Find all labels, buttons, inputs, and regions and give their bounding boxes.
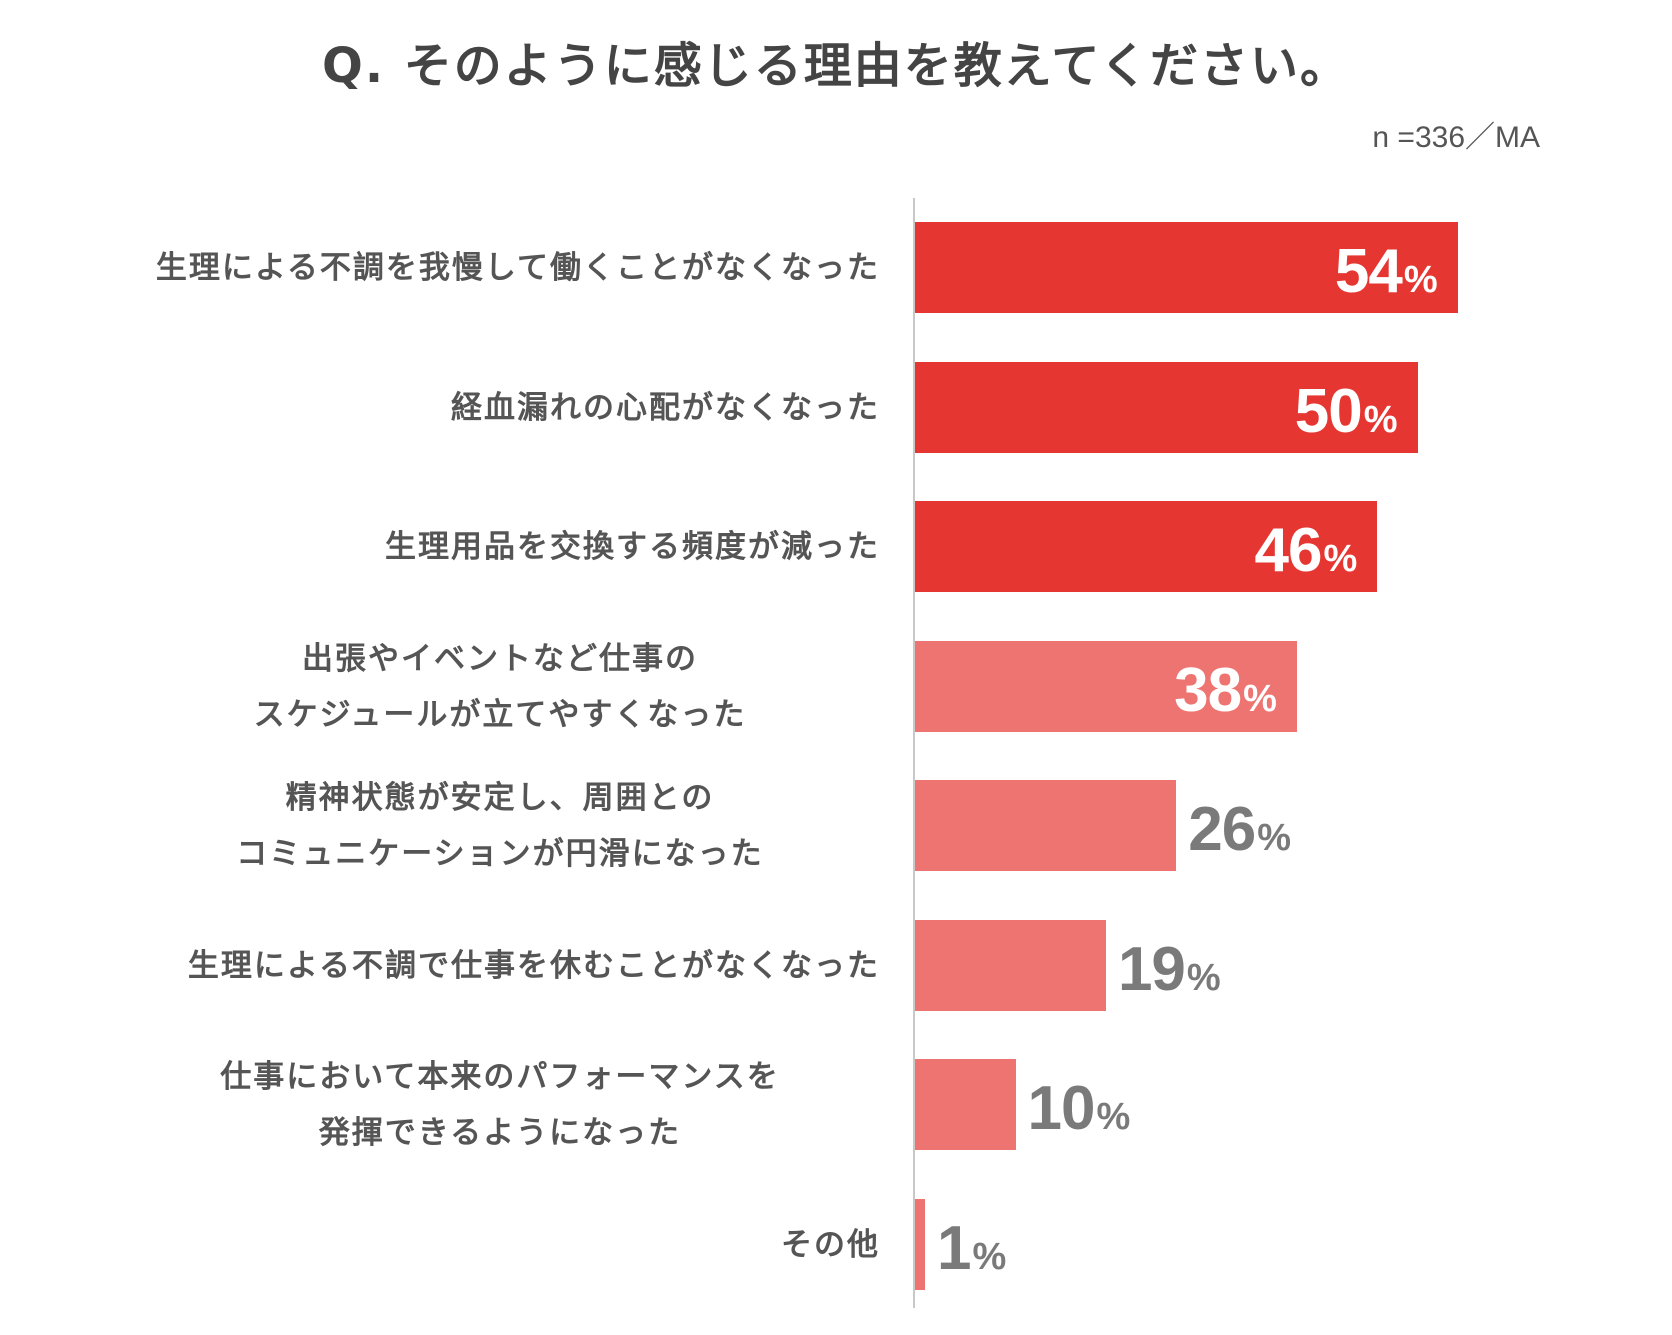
category-label-2-line-1: 経血漏れの心配がなくなった <box>451 389 880 426</box>
chart-title: Q. そのように感じる理由を教えてください。 <box>322 38 1350 94</box>
category-label-7: 仕事において本来のパフォーマンスを 発揮できるようになった <box>120 1049 880 1161</box>
bar-4 <box>915 641 1297 732</box>
category-label-4-line-2: スケジュールが立てやすくなった <box>253 696 747 733</box>
value-label-2-unit: % <box>1363 399 1398 441</box>
category-label-3: 生理用品を交換する頻度が減った <box>120 519 880 575</box>
value-label-1-number: 54 <box>1334 237 1403 306</box>
category-label-6: 生理による不調で仕事を休むことがなくなった <box>120 938 880 994</box>
value-label-8-unit: % <box>972 1236 1007 1278</box>
bar-2 <box>915 362 1418 453</box>
value-label-7-number: 10 <box>1027 1074 1096 1143</box>
value-label-3-unit: % <box>1323 538 1358 580</box>
value-label-4-number: 38 <box>1174 656 1242 725</box>
category-label-6-line-1: 生理による不調で仕事を休むことがなくなった <box>187 947 880 984</box>
value-label-4: 38% <box>1174 645 1277 736</box>
category-label-4-line-1: 出張やイベントなど仕事の <box>302 640 698 677</box>
category-label-5-line-1: 精神状態が安定し、周囲との <box>285 779 715 816</box>
bar-7 <box>915 1059 1016 1150</box>
category-label-4: 出張やイベントなど仕事のスケジュールが立てやすくなった <box>120 631 880 743</box>
category-label-8: その他 <box>120 1217 880 1273</box>
value-label-8: 1% <box>937 1203 1006 1294</box>
category-label-5-line-2: コミュニケーションが円滑になった <box>236 835 764 872</box>
category-label-1: 生理による不調を我慢して働くことがなくなった <box>120 240 880 296</box>
value-label-2: 50% <box>1295 366 1398 457</box>
category-label-7-line-2: 発揮できるようになった <box>318 1114 682 1151</box>
bar-8 <box>915 1199 926 1290</box>
category-label-8-line-1: その他 <box>781 1226 880 1263</box>
value-label-6-number: 19 <box>1117 935 1186 1004</box>
category-axis-line <box>913 198 915 1308</box>
value-label-4-unit: % <box>1243 678 1277 720</box>
bar-3 <box>915 501 1378 592</box>
sample-note: n =336／MA <box>1372 121 1540 154</box>
bar-5 <box>915 780 1177 871</box>
value-label-1: 54% <box>1335 226 1438 317</box>
value-label-5: 26% <box>1188 784 1291 875</box>
value-label-7: 10% <box>1028 1063 1131 1154</box>
bar-6 <box>915 920 1106 1011</box>
value-label-5-number: 26 <box>1188 795 1256 864</box>
value-label-7-unit: % <box>1096 1096 1131 1138</box>
value-label-8-number: 1 <box>937 1214 971 1283</box>
category-label-5: 精神状態が安定し、周囲とのコミュニケーションが円滑になった <box>120 770 880 882</box>
category-label-1-line-1: 生理による不調を我慢して働くことがなくなった <box>155 249 880 286</box>
value-label-1-unit: % <box>1403 259 1438 301</box>
category-label-2: 経血漏れの心配がなくなった <box>120 380 880 436</box>
value-label-3: 46% <box>1255 505 1358 596</box>
value-label-6: 19% <box>1118 924 1221 1015</box>
value-label-3-number: 46 <box>1254 516 1323 585</box>
value-label-2-number: 50 <box>1294 377 1363 446</box>
category-label-3-line-1: 生理用品を交換する頻度が減った <box>385 528 880 565</box>
value-label-6-unit: % <box>1186 957 1221 999</box>
bar-1 <box>915 222 1458 313</box>
category-label-7-line-1: 仕事において本来のパフォーマンスを <box>220 1058 780 1095</box>
value-label-5-unit: % <box>1257 817 1292 859</box>
